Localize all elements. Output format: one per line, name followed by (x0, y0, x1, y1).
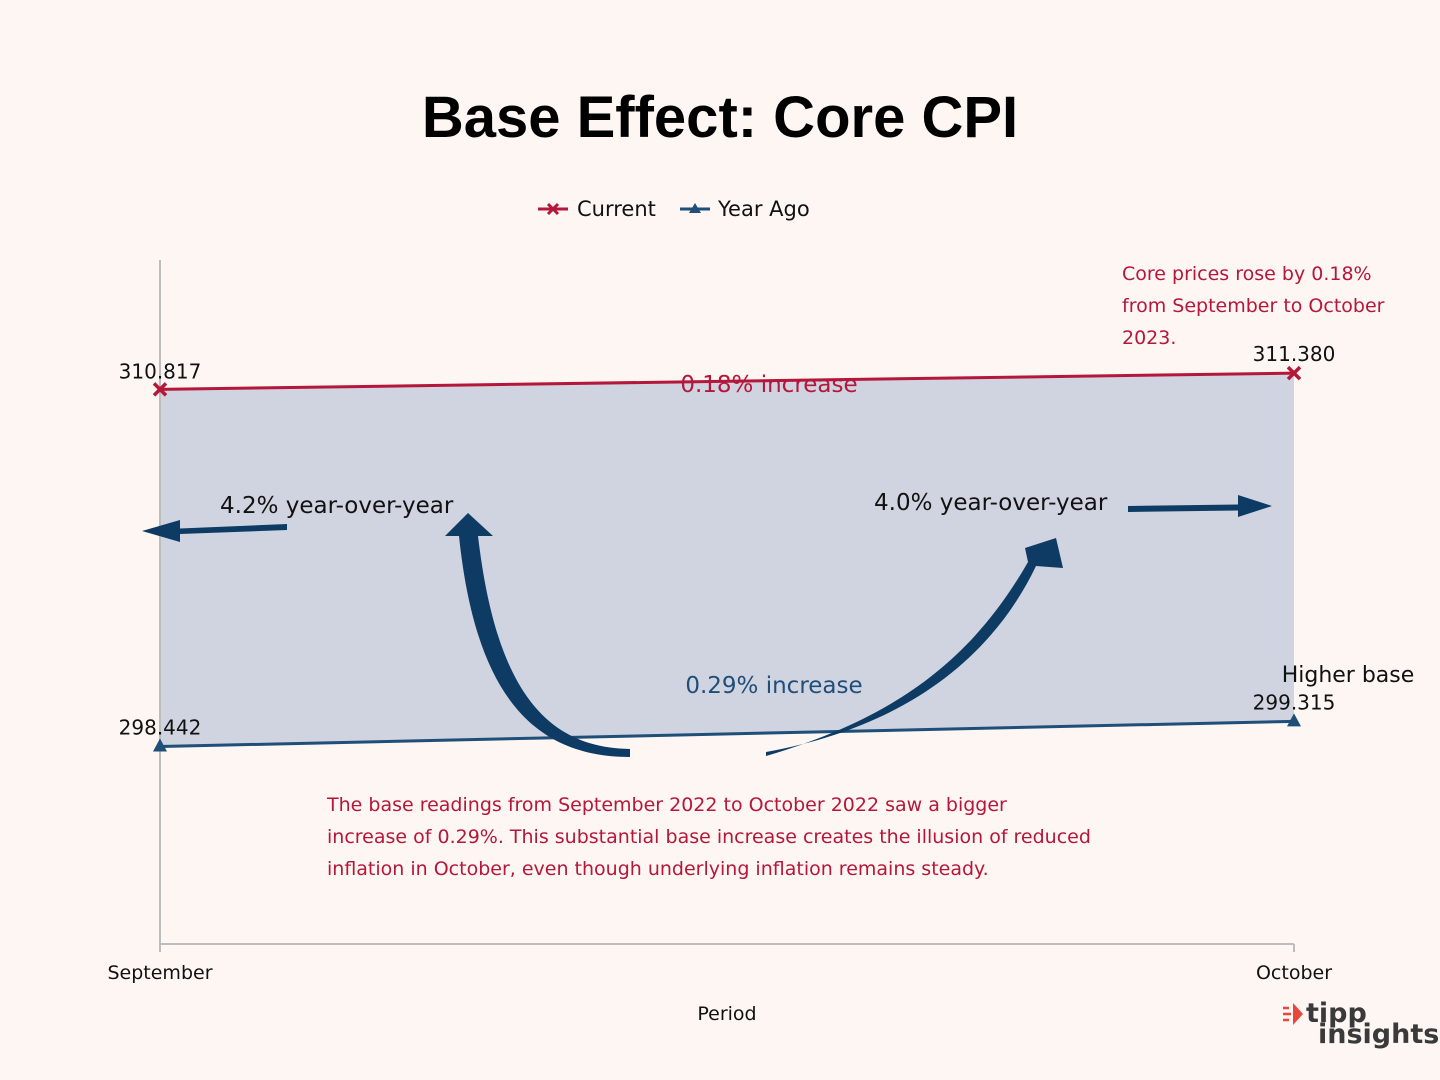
note-bottom-line-2: increase of 0.29%. This substantial base… (327, 826, 1091, 848)
x-axis-title: Period (697, 1003, 756, 1025)
legend-current-label: Current (577, 197, 656, 221)
legend-yearago-marker (689, 203, 701, 213)
label-yearago-october: 299.315 (1253, 690, 1336, 714)
area-between-series (160, 373, 1294, 747)
arrow-right-icon (1128, 495, 1272, 517)
annotation-yearago-increase: 0.29% increase (685, 673, 862, 699)
label-current-september: 310.817 (119, 359, 202, 383)
note-bottom-line-1: The base readings from September 2022 to… (326, 794, 1007, 816)
chart-title: Base Effect: Core CPI (422, 85, 1018, 150)
annotation-yoy-september: 4.2% year-over-year (220, 493, 454, 519)
logo-arrow-icon (1293, 1003, 1303, 1025)
logo-text-insights: insights (1318, 1019, 1439, 1050)
logo-speed-lines-icon (1283, 1006, 1291, 1022)
note-top-line-3: 2023. (1122, 327, 1176, 349)
label-current-october: 311.380 (1253, 342, 1336, 366)
x-label-september: September (107, 962, 212, 984)
note-top-line-1: Core prices rose by 0.18% (1122, 263, 1372, 285)
x-label-october: October (1256, 962, 1332, 984)
series-yearago-line (159, 719, 1295, 749)
note-bottom: The base readings from September 2022 to… (326, 794, 1091, 880)
annotation-higher-base: Higher base (1282, 663, 1415, 688)
annotation-current-increase: 0.18% increase (680, 372, 857, 398)
point-current-october (1286, 365, 1302, 381)
note-bottom-line-3: inflation in October, even though underl… (327, 858, 989, 880)
arrow-left-icon (142, 520, 287, 542)
curved-arrow-up-right-icon (766, 538, 1063, 756)
point-current-september (152, 382, 168, 397)
curved-arrow-up-left-icon (445, 513, 630, 757)
legend-yearago-label: Year Ago (717, 197, 810, 221)
legend-current-marker (546, 202, 560, 216)
note-top-line-2: from September to October (1122, 295, 1385, 317)
legend: Current Year Ago (538, 197, 810, 221)
label-yearago-september: 298.442 (119, 716, 202, 740)
series-current-line (159, 371, 1295, 391)
annotation-yoy-october: 4.0% year-over-year (874, 490, 1108, 516)
logo-text-tipp: tipp (1306, 998, 1367, 1029)
note-top-right: Core prices rose by 0.18% from September… (1122, 263, 1385, 349)
tipp-insights-logo: tipp insights (1283, 998, 1439, 1050)
point-yearago-october (1287, 713, 1301, 727)
point-yearago-september (153, 738, 167, 752)
